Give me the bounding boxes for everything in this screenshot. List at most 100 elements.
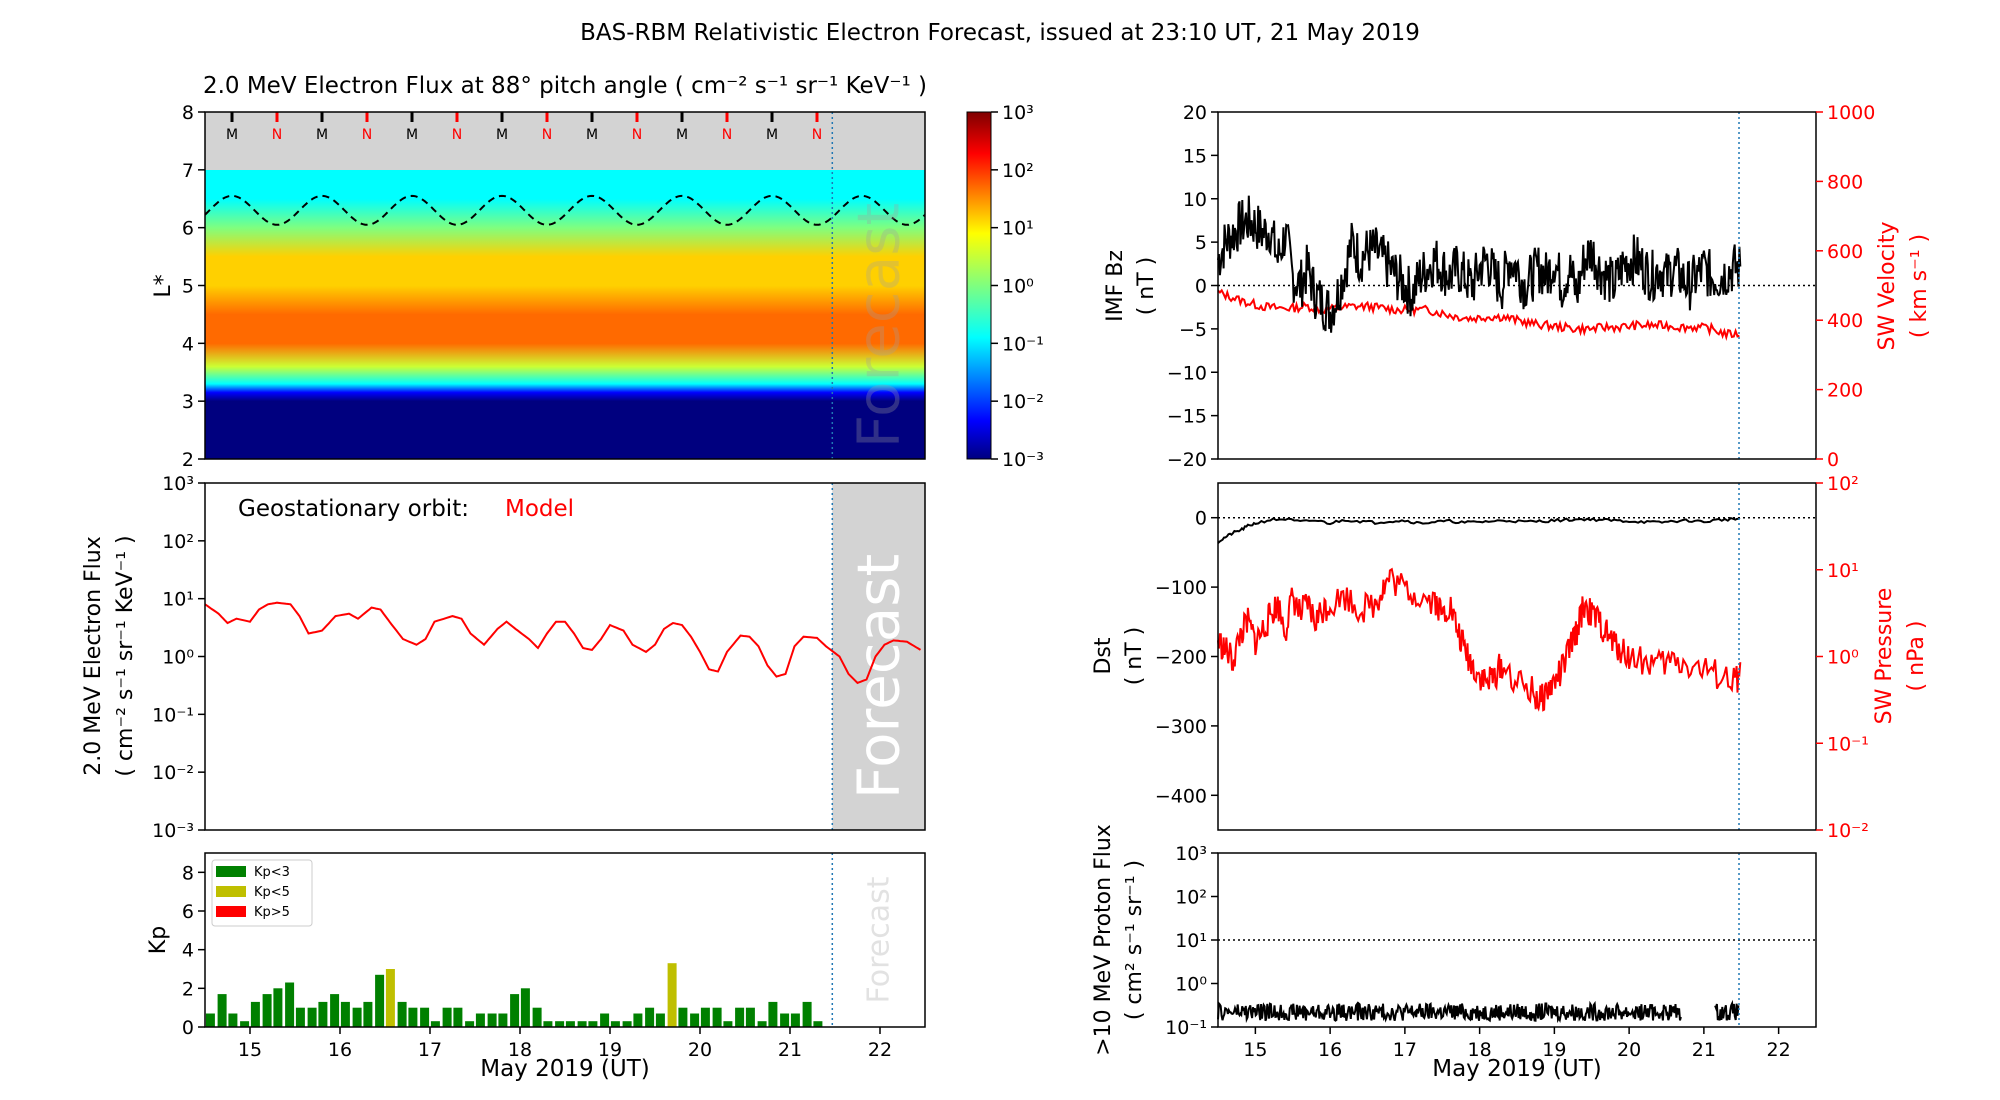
kp-bar	[420, 1007, 430, 1027]
kp-axes	[205, 853, 925, 1027]
y-tick-label: 6	[182, 901, 194, 923]
kp-bar	[555, 1021, 565, 1027]
legend-swatch-kp-high	[216, 906, 246, 917]
legend-kp-high: Kp>5	[254, 905, 290, 920]
y-tick-label: 0	[1195, 508, 1207, 530]
kp-bar	[622, 1021, 632, 1027]
legend-kp-low: Kp<3	[254, 865, 290, 880]
kp-bar	[262, 994, 272, 1027]
y-tick-label: −10	[1167, 362, 1207, 384]
y-tick-label: −20	[1167, 449, 1207, 471]
kp-bar	[240, 1021, 250, 1027]
imf-axes	[1218, 112, 1816, 459]
kp-bar	[745, 1007, 755, 1027]
kp-bar	[318, 1001, 328, 1027]
series-sw-velocity	[1217, 288, 1740, 342]
kp-bar	[645, 1007, 655, 1027]
y2-tick-label: 600	[1827, 241, 1863, 263]
series-sw-pressure	[1217, 567, 1742, 712]
kp-bar	[352, 1007, 362, 1027]
kp-bar	[397, 1001, 407, 1027]
y-tick-label: 5	[1195, 232, 1207, 254]
y-tick-label: 10⁰	[162, 647, 194, 669]
colorbar-tick-label: 10⁻²	[1002, 391, 1044, 413]
kp-bar	[295, 1007, 305, 1027]
mn-marker-label: N	[812, 127, 822, 143]
kp-bar	[565, 1021, 575, 1027]
kp-bar	[340, 1001, 350, 1027]
mn-marker-label: N	[362, 127, 372, 143]
y-tick-label: 10¹	[1175, 930, 1207, 952]
kp-legend: Kp<3 Kp<5 Kp>5	[211, 859, 313, 927]
x-tick-label: 22	[868, 1039, 892, 1061]
x-tick-label: 18	[1468, 1039, 1492, 1061]
geo-flux-panel: Forecast Geostationary orbit: Model 10⁻³…	[81, 473, 926, 842]
y-tick-label: −100	[1155, 577, 1207, 599]
kp-ylabel: Kp	[146, 926, 171, 954]
forecast-watermark: Forecast	[845, 203, 913, 448]
x-tick-label: 16	[328, 1039, 352, 1061]
colorbar	[966, 111, 992, 460]
mn-marker-label: M	[496, 127, 508, 143]
imf-ylabel-1: IMF Bz	[1103, 250, 1128, 322]
y-tick-label: 4	[182, 940, 194, 962]
y-tick-label: 10	[1183, 189, 1207, 211]
colorbar-tick-label: 10⁻¹	[1002, 333, 1044, 355]
y-tick-label: 2	[182, 449, 194, 471]
x-tick-label: 15	[1243, 1039, 1267, 1061]
kp-bar	[543, 1021, 553, 1027]
kp-bar	[757, 1021, 767, 1027]
colorbar-tick-label: 10¹	[1002, 218, 1034, 240]
kp-bar	[465, 1021, 475, 1027]
colorbar-tick-label: 10⁰	[1002, 276, 1034, 298]
kp-bar	[735, 1007, 745, 1027]
mn-marker-label: N	[272, 127, 282, 143]
kp-bar	[690, 1013, 700, 1027]
y2-tick-label: 800	[1827, 171, 1863, 193]
heatmap-ylabel: L*	[151, 274, 176, 297]
mn-marker-label: N	[542, 127, 552, 143]
kp-bar	[217, 994, 227, 1027]
y-tick-label: 10⁻²	[152, 762, 194, 784]
x-tick-label: 17	[1393, 1039, 1417, 1061]
kp-bar	[532, 1007, 542, 1027]
y-tick-label: 10⁻³	[152, 820, 194, 842]
y-tick-label: 8	[182, 862, 194, 884]
forecast-shade	[832, 483, 925, 830]
kp-bar	[408, 1007, 418, 1027]
kp-bar	[430, 1021, 440, 1027]
y-tick-label: 7	[182, 160, 194, 182]
annotation-model: Model	[505, 496, 574, 522]
mn-marker-label: M	[586, 127, 598, 143]
y-tick-label: 20	[1183, 102, 1207, 124]
mn-marker-label: N	[452, 127, 462, 143]
forecast-watermark: Forecast	[845, 554, 913, 799]
mn-marker-label: M	[766, 127, 778, 143]
imf-panel: −20 −15 −10 −5 0 5 10 15 20 0 200 400 600 800 1000 IM…	[1103, 102, 1932, 471]
left-xlabel: May 2019 (UT)	[480, 1056, 650, 1082]
y-tick-label: 10⁻¹	[1165, 1017, 1207, 1039]
forecast-watermark: Forecast	[862, 876, 897, 1003]
dst-ylabel-2: ( nT )	[1122, 627, 1147, 686]
geo-flux-ylabel-2: ( cm⁻² s⁻¹ sr⁻¹ KeV⁻¹ )	[113, 535, 138, 776]
proton-ylabel-2: ( cm² s⁻¹ sr⁻¹ )	[1122, 860, 1147, 1020]
kp-bar	[712, 1007, 722, 1027]
magnetopause-boundary-line	[205, 194, 925, 226]
sw-velocity-ylabel-2: ( km s⁻¹ )	[1907, 234, 1932, 338]
series-proton	[1217, 999, 1740, 1024]
y2-tick-label: 10¹	[1827, 560, 1859, 582]
mn-marker-label: M	[316, 127, 328, 143]
y-tick-label: 0	[1195, 276, 1207, 298]
kp-bar	[487, 1013, 497, 1027]
dst-ylabel-1: Dst	[1091, 637, 1116, 674]
y-tick-label: 10²	[162, 531, 194, 553]
kp-bar	[802, 1001, 812, 1027]
y-tick-label: −5	[1179, 319, 1207, 341]
x-tick-label: 22	[1767, 1039, 1791, 1061]
kp-bar	[700, 1007, 710, 1027]
x-tick-label: 18	[508, 1039, 532, 1061]
mn-marker-label: M	[676, 127, 688, 143]
kp-bar	[520, 988, 530, 1027]
mn-marker-label: N	[632, 127, 642, 143]
